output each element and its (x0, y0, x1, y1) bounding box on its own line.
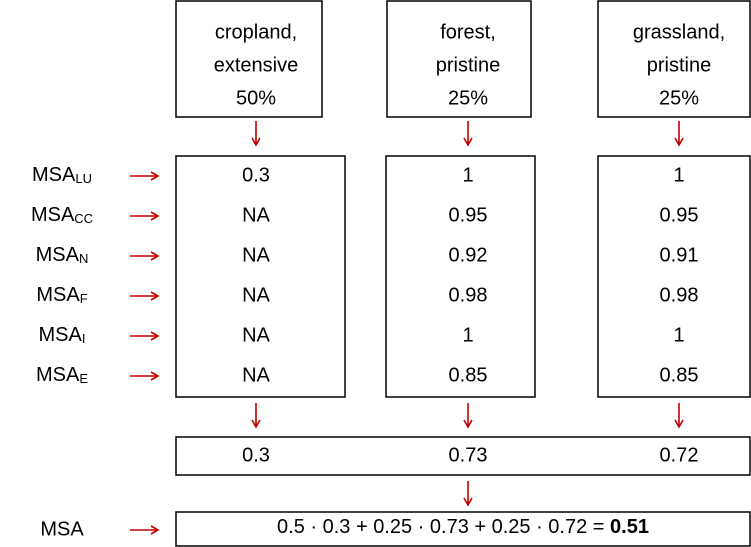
total-value: 0.73 (449, 444, 488, 466)
arrow (251, 121, 261, 147)
arrow (463, 121, 473, 147)
row-label-base: MSA (36, 364, 80, 386)
cell-value: 0.98 (449, 284, 488, 306)
arrow (674, 403, 684, 429)
arrow (463, 481, 473, 507)
cell-value: NA (242, 364, 270, 386)
arrow (130, 525, 160, 535)
formula: 0.5 · 0.3 + 0.25 · 0.73 + 0.25 · 0.72 = (277, 516, 610, 538)
cell-value: 1 (673, 324, 684, 346)
cell-value: NA (242, 324, 270, 346)
cell-value: 1 (673, 164, 684, 186)
values-box (175, 155, 346, 398)
arrow (130, 291, 160, 301)
cell-value: NA (242, 244, 270, 266)
final-formula: 0.5 · 0.3 + 0.25 · 0.73 + 0.25 · 0.72 = … (277, 516, 649, 538)
arrow (130, 371, 160, 381)
final-box (175, 511, 751, 547)
land-use-text: pristine (647, 54, 711, 76)
row-label-sub: N (79, 251, 88, 266)
arrow (130, 171, 160, 181)
arrow (251, 403, 261, 429)
total-value: 0.3 (242, 444, 270, 466)
row-label-sub: I (82, 331, 86, 346)
arrow (130, 211, 160, 221)
cell-value: 0.98 (660, 284, 699, 306)
row-label-base: MSA (39, 324, 83, 346)
row-label-sub: E (79, 371, 88, 386)
row-label-base: MSA (36, 284, 80, 306)
arrow (674, 121, 684, 147)
cell-value: 0.85 (660, 364, 699, 386)
row-label: MSAI (39, 324, 86, 346)
cell-value: 1 (462, 324, 473, 346)
cell-value: 0.3 (242, 164, 270, 186)
land-use-box (386, 0, 532, 118)
cell-value: 0.92 (449, 244, 488, 266)
cell-value: 0.95 (660, 204, 699, 226)
result: 0.51 (610, 516, 649, 538)
land-use-text: extensive (214, 54, 299, 76)
row-label-sub: CC (74, 211, 93, 226)
cell-value: 0.91 (660, 244, 699, 266)
values-box (597, 155, 751, 398)
cell-value: NA (242, 284, 270, 306)
row-label: MSALU (32, 164, 92, 186)
land-use-text: 25% (448, 87, 488, 109)
land-use-box (597, 0, 751, 118)
row-label-base: MSA (36, 244, 80, 266)
row-label: MSAE (36, 364, 88, 386)
final-label: MSA (40, 518, 84, 540)
arrow (130, 331, 160, 341)
row-label: MSAF (36, 284, 87, 306)
land-use-box (175, 0, 323, 118)
row-label-base: MSA (31, 204, 75, 226)
land-use-text: grassland, (633, 21, 725, 43)
cell-value: 0.85 (449, 364, 488, 386)
values-box (385, 155, 536, 398)
row-label-base: MSA (32, 164, 76, 186)
arrow (130, 251, 160, 261)
totals-box (175, 436, 751, 476)
cell-value: 0.95 (449, 204, 488, 226)
row-label: MSACC (31, 204, 93, 226)
cell-value: NA (242, 204, 270, 226)
land-use-text: cropland, (215, 21, 297, 43)
arrow (463, 403, 473, 429)
row-label-sub: F (80, 291, 88, 306)
total-value: 0.72 (660, 444, 699, 466)
cell-value: 1 (462, 164, 473, 186)
land-use-text: pristine (436, 54, 500, 76)
land-use-text: 25% (659, 87, 699, 109)
row-label: MSAN (36, 244, 89, 266)
row-label-sub: LU (75, 171, 92, 186)
land-use-text: 50% (236, 87, 276, 109)
land-use-text: forest, (440, 21, 496, 43)
